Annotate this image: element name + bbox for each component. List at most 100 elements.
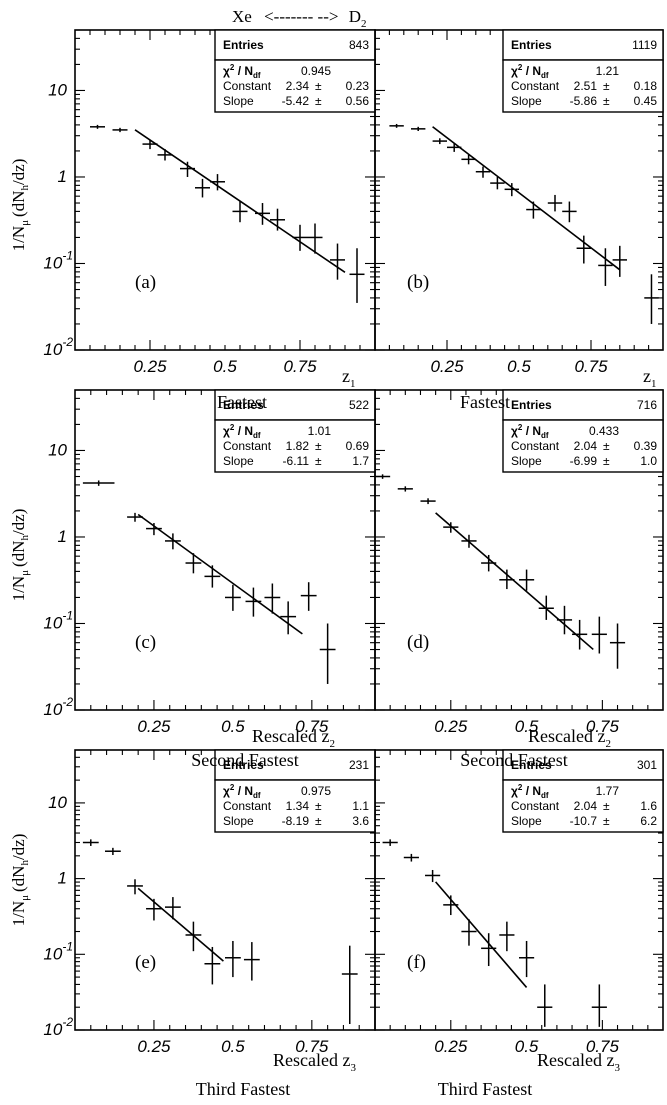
x-tick-label: 0.75 [295,1037,329,1056]
data-point [300,582,317,611]
stats-pm: ± [603,439,610,453]
x-tick-label: 0.25 [434,1037,468,1056]
data-point [499,921,515,952]
data-point [411,126,426,132]
figure-header: Xe <------- --> D2 [232,7,366,30]
data-point [538,595,554,620]
ylabel-row-1: 1/Nμ(dNh/dz) [9,159,31,252]
stats-pm: ± [315,79,322,93]
ylabel-row-3: 1/Nμ(dNh/dz) [9,834,31,927]
stats-entries-value: 231 [349,758,369,772]
data-point [591,984,607,1027]
data-point [165,897,181,920]
xlabel-r1-left: z1 [342,366,356,390]
data-point [499,569,515,590]
stats-constant-value: 2.04 [574,439,598,453]
panel-label: (a) [135,272,156,293]
y-tick-label: 10 [48,440,67,459]
stats-slope-value: -6.11 [283,454,310,468]
stats-constant-value: 2.34 [286,79,310,93]
stats-constant-error: 0.23 [346,79,370,93]
stats-entries-value: 843 [349,38,369,52]
data-point [157,149,173,161]
y-tick-label: 10 [48,793,67,812]
data-point [461,154,476,165]
stats-entries-label: Entries [223,38,264,52]
y-tick-label: 10-1 [43,608,73,632]
panel-label: (e) [135,952,156,973]
stats-box: Entries 1119 χ2 / Ndf 1.21 Constant 2.51 ±0.18… [502,29,664,113]
row-3-labels: Rescaled z3 Rescaled z3 Third Fastest Th… [196,1050,621,1099]
x-tick-label: 0.5 [507,357,531,376]
x-tick-label: 0.5 [515,717,539,736]
xlabel-r3-right: Rescaled z3 [537,1050,620,1074]
stats-entries-row [214,29,376,61]
caption-r2-left: Second Fastest [191,750,299,770]
panel-c: 10-2 10-1 1 10 0.25 0.5 0.75 (c) Entries 522 χ2 / … [43,389,376,736]
x-tick-label: 0.25 [430,357,464,376]
data-point [443,522,459,533]
stats-pm: ± [315,439,322,453]
xlabel-r2-left: Rescaled z2 [252,726,335,750]
data-point [245,587,262,617]
stats-constant-label: Constant [223,439,272,453]
stats-slope-error: 0.56 [346,94,370,108]
data-point [461,534,477,548]
data-point [210,174,225,191]
stats-chi2-label: χ2 / Ndf [511,783,549,800]
data-point [142,139,158,150]
stats-slope-error: 6.2 [640,814,657,828]
stats-box: Entries 522 χ2 / Ndf 1.01 Constant 1.82 ±0.69 S… [214,389,376,473]
data-point [547,194,563,212]
caption-r3-left: Third Fastest [196,1079,291,1099]
fit-line [432,126,621,271]
stats-constant-error: 1.6 [640,799,657,813]
stats-fit-rows [214,59,376,113]
panels: 10-2 10-1 1 10 0.25 0.5 0.75 (a) Entries 843 χ2 / … [43,29,664,1056]
stats-constant-error: 0.39 [634,439,658,453]
data-point [504,183,519,197]
data-point [598,248,613,286]
data-point [90,124,105,129]
stats-chi2-value: 0.433 [589,424,619,438]
stats-slope-value: -8.19 [282,814,310,828]
x-tick-label: 0.75 [574,357,608,376]
panel-d: 0.25 0.5 0.75 (d) Entries 716 χ2 / Ndf 0.433 Con… [374,389,664,736]
x-tick-label: 0.75 [295,717,329,736]
data-point [519,940,535,978]
stats-slope-value: -5.42 [282,94,310,108]
panel-label: (c) [135,632,156,653]
x-tick-label: 0.5 [213,357,237,376]
stats-entries-row [502,749,664,781]
x-tick-label: 0.5 [221,1037,245,1056]
header-right: D [349,7,361,26]
data-point [461,919,477,946]
stats-box: Entries 301 χ2 / Ndf 1.77 Constant 2.04 ±1.6 Sl… [502,749,664,833]
stats-slope-error: 1.0 [640,454,657,468]
data-point [307,223,323,254]
stats-pm: ± [603,454,610,468]
data-point [420,498,436,505]
data-point [612,245,627,277]
x-tick-label: 0.75 [283,357,317,376]
stats-chi2-value: 0.945 [301,64,331,78]
stats-pm: ± [603,814,610,828]
stats-chi2-label: χ2 / Ndf [511,63,549,80]
data-point [319,623,336,684]
x-tick-label: 0.25 [434,717,468,736]
stats-slope-value: -10.7 [570,814,598,828]
data-point [127,879,143,895]
data-point [389,123,404,128]
x-tick-label: 0.5 [221,717,245,736]
data-point [243,942,260,981]
data-point [146,523,162,536]
data-point [204,565,221,588]
stats-box: Entries 843 χ2 / Ndf 0.945 Constant 2.34 ±0.23… [214,29,376,113]
data-point [447,143,462,152]
data-point [341,945,358,1025]
xlabel-r1-right: z1 [643,366,657,390]
stats-slope-value: -6.99 [570,454,598,468]
caption-r2-right: Second Fastest [460,750,568,770]
stats-slope-label: Slope [511,94,542,108]
data-point [644,274,659,324]
